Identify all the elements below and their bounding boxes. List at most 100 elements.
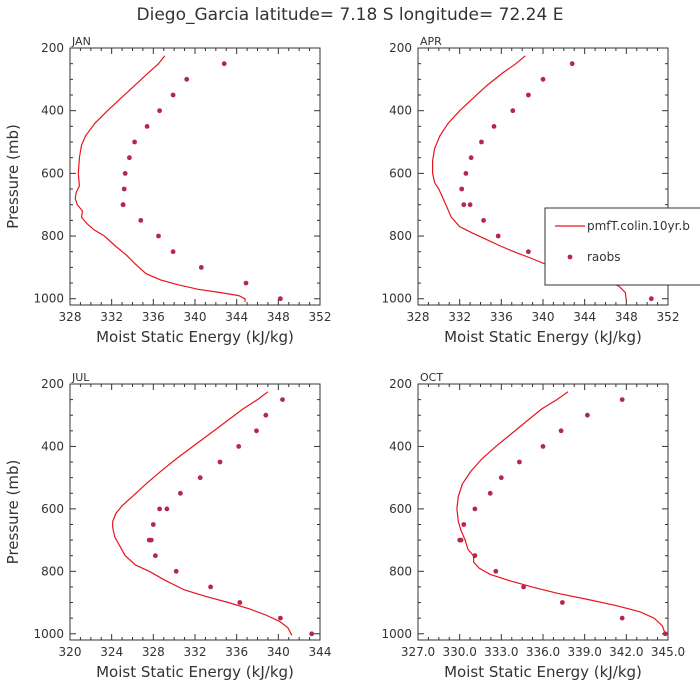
- y-tick-label: 200: [389, 41, 412, 55]
- data-point-raob: [540, 76, 546, 82]
- data-point-raob: [491, 124, 497, 129]
- series-line-model: [112, 391, 293, 636]
- data-point-raob: [467, 202, 473, 208]
- y-tick-label: 400: [41, 104, 64, 118]
- data-point-raob: [472, 553, 478, 559]
- y-tick-label: 200: [389, 377, 412, 391]
- series-line-model: [74, 55, 246, 302]
- x-tick-label: 340: [184, 310, 207, 324]
- x-axis-label: Moist Static Energy (kJ/kg): [96, 328, 294, 346]
- data-point-raob: [157, 108, 163, 114]
- y-tick-label: 800: [389, 564, 412, 578]
- data-point-raob: [526, 92, 531, 98]
- data-point-raob: [173, 568, 179, 574]
- x-tick-label: 340: [532, 310, 555, 324]
- data-point-raob: [198, 265, 204, 270]
- data-point-raob: [521, 584, 526, 590]
- data-point-raob: [558, 428, 564, 434]
- data-point-raob: [498, 475, 504, 481]
- data-point-raob: [243, 280, 249, 286]
- data-point-raob: [461, 202, 467, 208]
- data-point-raob: [540, 444, 546, 449]
- panels: 328 332 336 340 344 348 352 200 400 600 800 1000 JAN…: [4, 35, 700, 681]
- panel-apr: 328 332 336 340 344 348 352 200 400 600 800 1000 APR…: [381, 35, 700, 346]
- data-point-raob: [495, 233, 501, 239]
- x-axis-label: Moist Static Energy (kJ/kg): [444, 663, 642, 681]
- data-point-raob: [184, 76, 190, 82]
- data-point-raob: [560, 600, 565, 605]
- data-point-raob: [278, 296, 283, 302]
- data-point-raob: [122, 171, 128, 176]
- x-tick-label: 336: [225, 645, 248, 659]
- data-point-raob: [479, 139, 484, 145]
- y-axis-label: Pressure (mb): [4, 460, 22, 565]
- panel-label: JUL: [71, 371, 90, 384]
- panel-oct: 327.0 330.0 333.0 336.0 339.0 342.0 345.0 200 40…: [381, 371, 685, 681]
- y-tick-label: 600: [41, 166, 64, 180]
- x-tick-label: 352: [309, 310, 332, 324]
- x-tick-label: 336.0: [526, 645, 560, 659]
- y-tick-label: 1000: [33, 627, 64, 641]
- x-axis-label: Moist Static Energy (kJ/kg): [96, 663, 294, 681]
- x-tick-label: 348: [267, 310, 290, 324]
- data-point-raob: [138, 218, 144, 223]
- y-tick-label: 1000: [381, 292, 412, 306]
- data-point-raob: [510, 108, 516, 114]
- data-point-raob: [121, 186, 127, 192]
- y-tick-label: 800: [389, 229, 412, 243]
- data-point-raob: [153, 553, 158, 559]
- x-tick-label: 328: [59, 310, 82, 324]
- legend-point-swatch: [567, 254, 573, 260]
- legend-box: [544, 207, 700, 286]
- legend: pmfT.colin.10yr.b raobs: [544, 207, 700, 286]
- y-tick-label: 600: [389, 166, 412, 180]
- y-tick-label: 400: [389, 104, 412, 118]
- x-tick-label: 342.0: [609, 645, 643, 659]
- data-point-raob: [217, 459, 223, 465]
- data-point-raob: [648, 296, 654, 302]
- data-point-raob: [170, 249, 176, 255]
- x-tick-label: 324: [100, 645, 123, 659]
- data-point-raob: [463, 171, 469, 176]
- data-point-raob: [170, 92, 176, 98]
- data-point-raob: [468, 155, 474, 161]
- y-tick-label: 200: [41, 377, 64, 391]
- data-point-raob: [526, 249, 531, 255]
- y-tick-label: 400: [389, 439, 412, 453]
- data-point-raob: [280, 397, 285, 402]
- data-point-raob: [236, 444, 242, 449]
- panel-label: APR: [420, 35, 442, 48]
- x-tick-label: 344: [573, 310, 596, 324]
- x-tick-label: 340: [267, 645, 290, 659]
- panel-label: OCT: [420, 371, 443, 384]
- data-point-raob: [156, 233, 161, 239]
- x-tick-label: 344: [309, 645, 332, 659]
- data-point-raob: [148, 537, 154, 543]
- figure-title: Diego_Garcia latitude= 7.18 S longitude=…: [137, 5, 564, 25]
- x-tick-label: 327.0: [401, 645, 435, 659]
- data-point-raob: [157, 506, 163, 512]
- data-point-raob: [254, 428, 259, 434]
- x-tick-label: 345.0: [651, 645, 685, 659]
- y-axis-label: Pressure (mb): [4, 124, 22, 229]
- panel-jan: 328 332 336 340 344 348 352 200 400 600 800 1000 JAN…: [4, 35, 331, 346]
- x-tick-label: 328: [142, 645, 165, 659]
- x-tick-label: 332: [184, 645, 207, 659]
- data-point-raob: [237, 600, 243, 605]
- x-tick-label: 344: [225, 310, 248, 324]
- y-tick-label: 1000: [381, 627, 412, 641]
- x-tick-label: 332: [100, 310, 123, 324]
- x-tick-label: 333.0: [484, 645, 518, 659]
- x-tick-label: 348: [615, 310, 638, 324]
- data-point-raob: [487, 490, 493, 496]
- data-point-raob: [120, 202, 126, 208]
- panel-label: JAN: [71, 35, 91, 48]
- legend-label-model: pmfT.colin.10yr.b: [587, 219, 690, 233]
- x-tick-label: 328: [407, 310, 430, 324]
- panel-jul: 320 324 328 332 336 340 344 200 400 600 800 1000 JUL…: [4, 371, 331, 681]
- x-tick-label: 320: [59, 645, 82, 659]
- data-point-raob: [619, 615, 625, 621]
- data-point-raob: [585, 412, 590, 418]
- x-tick-label: 330.0: [442, 645, 476, 659]
- data-point-raob: [263, 412, 269, 418]
